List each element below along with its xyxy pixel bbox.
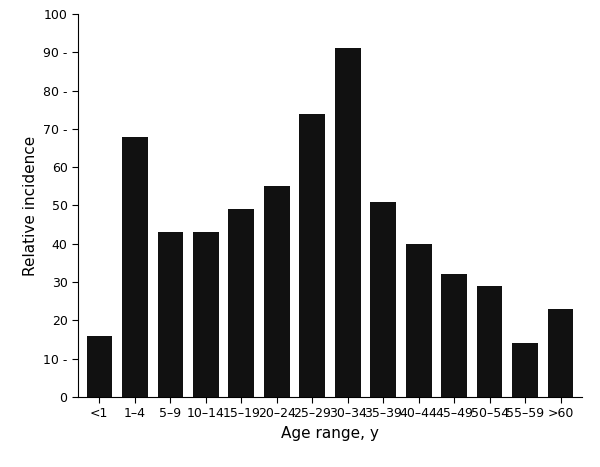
Bar (442, 275, 467, 397)
X-axis label: Age range, y: Age range, y (281, 426, 379, 441)
Bar (406, 244, 431, 397)
Bar (512, 343, 538, 397)
Bar (86, 336, 112, 397)
Bar (370, 202, 396, 397)
Bar (548, 309, 574, 397)
Bar (299, 113, 325, 397)
Y-axis label: Relative incidence: Relative incidence (23, 135, 38, 276)
Bar (193, 232, 218, 397)
Bar (158, 232, 183, 397)
Bar (335, 49, 361, 397)
Bar (229, 209, 254, 397)
Bar (122, 136, 148, 397)
Bar (264, 186, 290, 397)
Bar (477, 286, 502, 397)
